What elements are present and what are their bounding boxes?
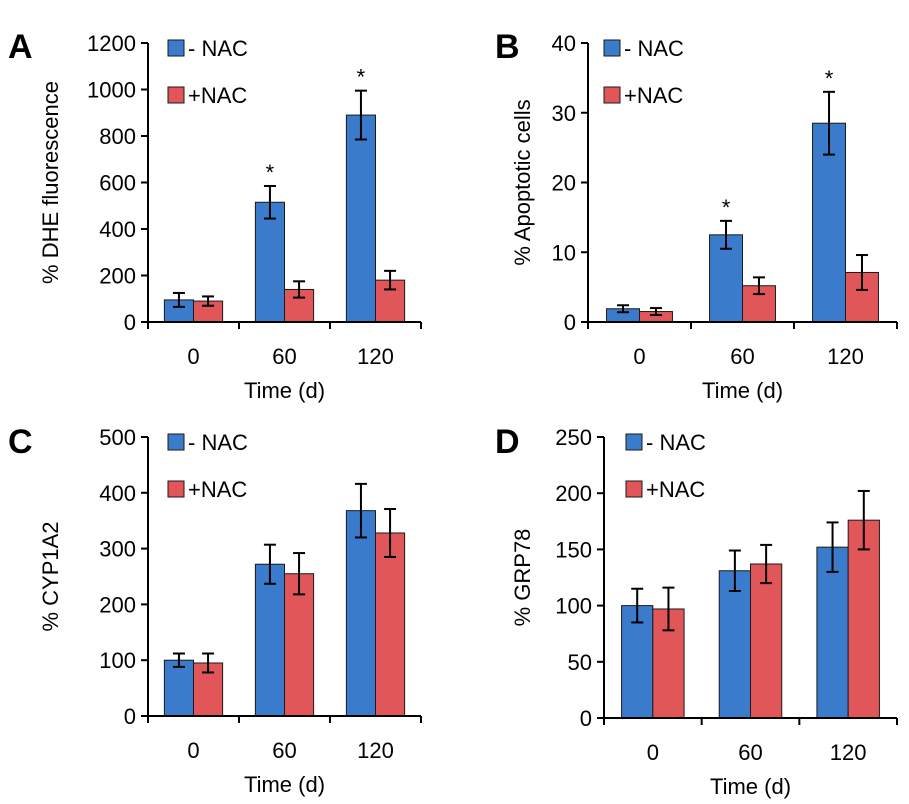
y-tick-label: 200 <box>555 481 592 506</box>
bar-plus-nac-60 <box>750 563 783 719</box>
y-tick-label: 40 <box>552 31 576 56</box>
panel-b: B * * 0 10 20 30 40 0 60 120 Time (d) % Apoptotic ce… <box>495 28 898 403</box>
y-tick-label: 600 <box>99 171 136 196</box>
legend-label-plus-nac: +NAC <box>646 477 705 502</box>
legend-label-plus-nac: +NAC <box>624 83 683 108</box>
x-tick-label: 120 <box>830 740 867 765</box>
x-tick-label: 60 <box>272 738 296 763</box>
bar-minus-nac-120 <box>812 122 846 323</box>
y-tick-label: 300 <box>99 537 136 562</box>
bar-minus-nac-120 <box>345 510 377 717</box>
panel-letter: D <box>495 423 520 461</box>
bar-minus-nac-60 <box>254 201 286 323</box>
x-axis-title: Time (d) <box>702 378 783 403</box>
y-tick-label: 1000 <box>87 78 136 103</box>
y-tick-label: 30 <box>552 101 576 126</box>
y-tick-label: 50 <box>568 650 592 675</box>
y-tick-label: 10 <box>552 240 576 265</box>
bar-minus-nac-0 <box>621 605 654 719</box>
legend-swatch-minus-nac <box>167 39 185 57</box>
x-tick-label: 60 <box>738 740 762 765</box>
legend-label-minus-nac: - NAC <box>624 36 684 61</box>
legend-label-minus-nac: - NAC <box>646 430 706 455</box>
x-tick-label: 120 <box>827 344 864 369</box>
panel-letter: C <box>8 423 33 461</box>
y-axis-title: % CYP1A2 <box>38 521 63 631</box>
y-tick-label: 20 <box>552 171 576 196</box>
bar-minus-nac-0 <box>163 659 195 717</box>
y-tick-label: 100 <box>555 594 592 619</box>
y-tick-label: 100 <box>99 648 136 673</box>
x-axis-title: Time (d) <box>244 772 325 797</box>
bar-minus-nac-120 <box>345 114 377 323</box>
y-tick-label: 150 <box>555 537 592 562</box>
legend-label-plus-nac: +NAC <box>188 83 247 108</box>
x-tick-label: 0 <box>647 740 659 765</box>
y-axis-title: % Apoptotic cells <box>510 99 535 265</box>
panel-a: A * * 0 200 400 600 800 1000 1200 0 60 120 Time (d) % … <box>8 28 422 403</box>
bar-plus-nac-120 <box>847 519 880 719</box>
y-tick-label: 1200 <box>87 31 136 56</box>
bar-minus-nac-60 <box>718 570 751 719</box>
legend-swatch-plus-nac <box>603 86 621 104</box>
x-tick-label: 120 <box>357 344 394 369</box>
bar-plus-nac-120 <box>375 532 406 717</box>
y-tick-label: 0 <box>124 704 136 729</box>
x-tick-label: 0 <box>187 344 199 369</box>
y-tick-label: 800 <box>99 124 136 149</box>
legend-label-minus-nac: - NAC <box>188 430 248 455</box>
y-tick-label: 200 <box>99 264 136 289</box>
x-axis-title: Time (d) <box>244 378 325 403</box>
panel-c: C 0 100 200 300 400 500 0 60 120 Time (d) % CYP1A2 -… <box>8 423 422 797</box>
bar-plus-nac-60 <box>284 573 315 717</box>
x-tick-label: 120 <box>357 738 394 763</box>
legend-label-plus-nac: +NAC <box>188 477 247 502</box>
y-tick-label: 0 <box>124 310 136 335</box>
legend-swatch-plus-nac <box>167 86 185 104</box>
y-tick-label: 250 <box>555 425 592 450</box>
x-tick-label: 0 <box>187 738 199 763</box>
significance-star: * <box>266 160 275 185</box>
x-tick-label: 60 <box>272 344 296 369</box>
x-axis-title: Time (d) <box>710 774 791 799</box>
y-tick-label: 200 <box>99 592 136 617</box>
panel-letter: B <box>495 28 520 66</box>
panel-letter: A <box>8 28 33 66</box>
y-axis-title: % GRP78 <box>510 529 535 627</box>
x-tick-label: 0 <box>633 344 645 369</box>
panel-d: D 0 50 100 150 200 250 0 60 120 Time (d) % GRP78 - N… <box>495 423 898 799</box>
legend-swatch-plus-nac <box>625 480 643 498</box>
significance-star: * <box>722 195 731 220</box>
bar-minus-nac-60 <box>254 563 286 717</box>
y-axis-title: % DHE fluorescence <box>38 81 63 284</box>
y-tick-label: 0 <box>564 310 576 335</box>
legend-swatch-minus-nac <box>625 433 643 451</box>
y-tick-label: 400 <box>99 481 136 506</box>
y-tick-label: 500 <box>99 425 136 450</box>
y-tick-label: 0 <box>580 706 592 731</box>
significance-star: * <box>357 65 366 90</box>
legend-swatch-minus-nac <box>603 39 621 57</box>
y-tick-label: 400 <box>99 217 136 242</box>
legend-swatch-minus-nac <box>167 433 185 451</box>
legend-label-minus-nac: - NAC <box>188 36 248 61</box>
x-tick-label: 60 <box>730 344 754 369</box>
legend-swatch-plus-nac <box>167 480 185 498</box>
significance-star: * <box>825 66 834 91</box>
